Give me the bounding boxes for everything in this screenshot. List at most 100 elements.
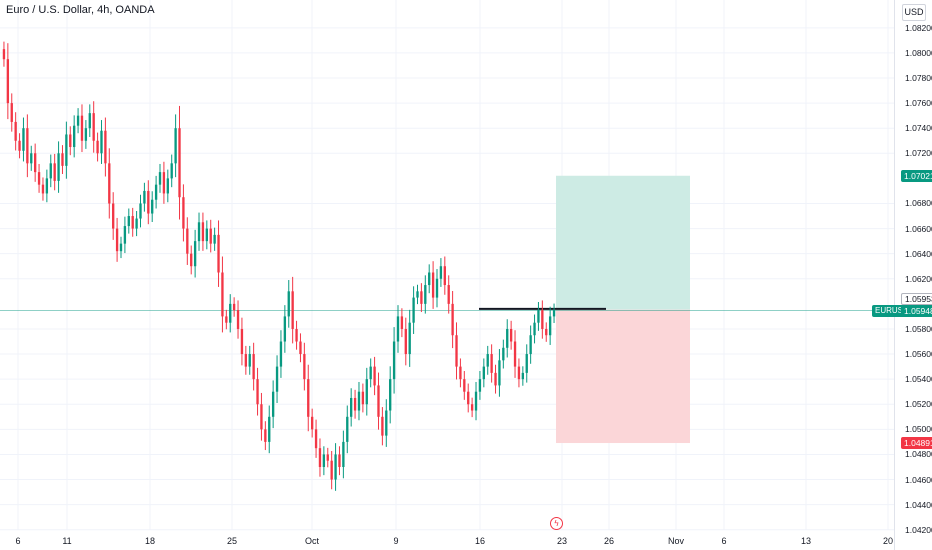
price-tick: 1.07200 [905, 148, 932, 159]
candle-body [260, 404, 263, 430]
candle-body [400, 316, 404, 329]
target-price-label: 1.07021 [901, 169, 932, 182]
candle-body [373, 366, 376, 386]
candle-body [131, 216, 134, 229]
candle-body [264, 429, 267, 442]
candle-body [45, 178, 49, 194]
candle-body [213, 234, 216, 244]
candle-body [346, 416, 349, 442]
currency-button[interactable]: USD [902, 4, 926, 21]
candle-body [498, 360, 501, 386]
candle-body [506, 328, 509, 348]
candle-body [33, 153, 37, 173]
candle-body [221, 272, 224, 317]
candle-body [41, 184, 45, 194]
candle-body [236, 310, 240, 329]
candle-body [115, 228, 119, 252]
candle-body [424, 285, 427, 304]
candle-body [275, 366, 279, 392]
price-tick: 1.04400 [905, 499, 932, 510]
candle-body [416, 291, 419, 298]
candle-body [190, 253, 193, 267]
price-tick: 1.07600 [905, 98, 932, 109]
candle-body [100, 130, 103, 154]
candle-body [467, 391, 470, 405]
symbol-title[interactable]: Euro / U.S. Dollar, 4h, OANDA [6, 4, 155, 16]
time-tick: Oct [304, 536, 320, 546]
lightning-icon[interactable]: ϟ [550, 517, 563, 530]
candle-body [478, 379, 482, 392]
candle-body [381, 416, 384, 436]
candle-body [435, 278, 439, 298]
candle-body [73, 125, 76, 148]
candle-body [104, 130, 107, 164]
candle-body [158, 172, 162, 185]
candle-body [127, 216, 130, 227]
candle-body [279, 341, 283, 367]
price-tick: 1.08000 [905, 47, 932, 58]
candle-body [412, 297, 415, 323]
price-tick: 1.05600 [905, 349, 932, 360]
candle-body [322, 454, 326, 467]
candle-body [541, 310, 544, 329]
candle-body [166, 178, 169, 194]
candle-body [30, 153, 33, 164]
candle-body [525, 354, 528, 373]
time-tick: 26 [603, 536, 615, 546]
candle-body [244, 354, 248, 367]
price-tick: 1.06800 [905, 198, 932, 209]
time-tick: 13 [800, 536, 812, 546]
candle-body [307, 379, 310, 417]
candle-body [256, 379, 259, 405]
candle-body [22, 128, 25, 151]
candle-body [232, 303, 236, 311]
candle-body [428, 272, 431, 286]
candle-body [389, 379, 392, 411]
candle-body [318, 448, 322, 467]
candle-body [338, 454, 341, 467]
candle-body [392, 341, 396, 380]
candle-body [283, 316, 287, 342]
candle-body [353, 397, 357, 411]
candle-body [76, 115, 80, 126]
time-tick: 11 [62, 536, 72, 546]
candle-body [385, 410, 388, 436]
candle-body [552, 310, 556, 317]
grid-lines [0, 0, 894, 531]
candle-body [240, 328, 244, 355]
time-tick: 16 [474, 536, 486, 546]
profit-zone[interactable] [556, 175, 690, 310]
loss-zone[interactable] [556, 309, 690, 444]
candle-body [248, 354, 251, 367]
candle-body [365, 379, 368, 405]
candle-body [470, 404, 474, 411]
candle-body [361, 391, 365, 405]
candle-body [197, 222, 201, 242]
price-tick: 1.04600 [905, 474, 932, 485]
candle-body [369, 366, 372, 380]
candle-body [330, 460, 333, 480]
candle-body [334, 454, 337, 480]
time-tick: 9 [393, 536, 399, 546]
candle-body [252, 354, 255, 380]
time-tick: 23 [556, 536, 568, 546]
candle-body [326, 454, 329, 461]
candle-body [408, 322, 411, 355]
candle-body [88, 113, 91, 129]
candle-body [18, 140, 21, 151]
candle-body [217, 234, 220, 273]
candle-body [521, 372, 525, 380]
candle-body [509, 328, 513, 342]
candle-body [299, 341, 302, 355]
candle-body [443, 266, 446, 286]
candle-body [178, 128, 181, 198]
time-tick: 6 [15, 536, 21, 546]
candle-body [162, 172, 166, 194]
candle-body [151, 199, 154, 214]
candle-body [84, 128, 88, 141]
candle-body [271, 391, 275, 417]
candle-body [447, 285, 450, 304]
time-tick: 20 [882, 536, 894, 546]
